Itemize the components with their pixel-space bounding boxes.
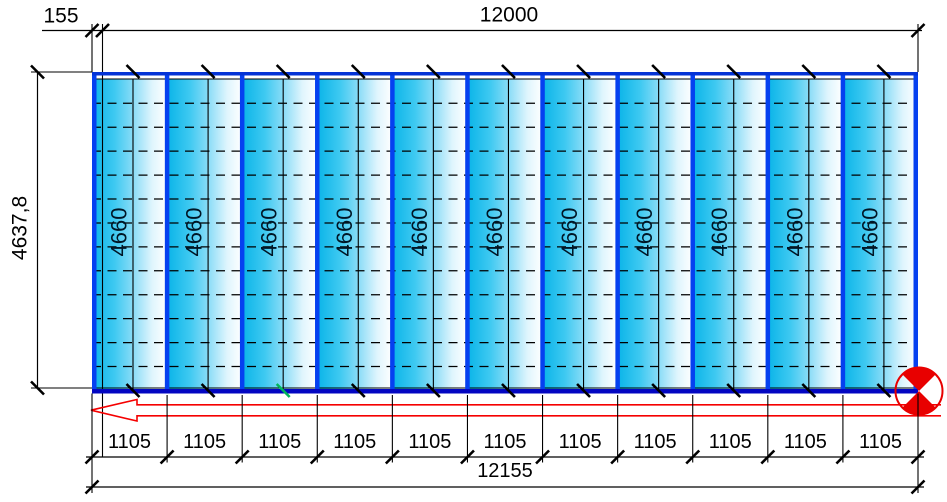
module-width-label[interactable]: 1105 <box>258 431 301 453</box>
dim-tick <box>610 449 626 465</box>
panel-tick-bottom <box>125 383 141 398</box>
panel-tick-top <box>726 64 742 79</box>
panel-tick-top <box>425 64 441 79</box>
mullion[interactable] <box>913 75 919 390</box>
dim-text-left-height[interactable]: 4637,8 <box>9 196 32 260</box>
dim-tick <box>234 449 250 465</box>
module-width-label[interactable]: 1105 <box>333 431 376 453</box>
marker-wedge-top <box>902 367 936 391</box>
dim-tick <box>910 23 926 38</box>
module-width-label[interactable]: 1105 <box>408 431 451 453</box>
dim-tick <box>159 449 175 465</box>
dim-tick <box>910 449 926 465</box>
panel-tick-top <box>125 64 141 79</box>
dim-text-bottom-total[interactable]: 12155 <box>477 460 533 482</box>
panel-top-gap <box>92 75 918 79</box>
panel-tick-top <box>801 64 817 79</box>
dim-tick <box>84 23 100 38</box>
mullion[interactable] <box>615 75 620 390</box>
panel-tick-bottom-selected <box>275 383 291 398</box>
dim-tick <box>309 449 325 465</box>
panel-tick-bottom <box>876 383 892 398</box>
module-width-label[interactable]: 1105 <box>859 431 902 453</box>
dim-tick <box>835 449 851 465</box>
panel-height-label[interactable]: 4660 <box>257 208 282 257</box>
mullion[interactable] <box>540 75 545 390</box>
panel-tick-bottom <box>425 383 441 398</box>
panel-tick-top <box>350 64 366 79</box>
top-frame-bar[interactable] <box>92 72 918 76</box>
dim-tick <box>384 449 400 465</box>
panel-tick-top <box>576 64 591 79</box>
panel-height-label[interactable]: 4660 <box>482 208 507 257</box>
panel-tick-bottom <box>200 383 216 398</box>
mullion[interactable] <box>239 75 245 390</box>
panel-tick-bottom <box>576 383 591 398</box>
dim-tick <box>460 449 475 465</box>
module-width-label[interactable]: 1105 <box>709 431 752 453</box>
panel-tick-bottom <box>726 383 742 398</box>
panel-tick-top <box>501 64 516 79</box>
module-width-label[interactable]: 1105 <box>183 431 226 453</box>
dim-text-top-offset[interactable]: 155 <box>43 5 78 28</box>
panel-tick-bottom <box>501 383 516 398</box>
panel-height-label[interactable]: 4660 <box>707 208 732 257</box>
dim-tick <box>95 23 110 38</box>
dim-tick <box>84 479 100 495</box>
dim-tick <box>910 479 926 495</box>
panel-tick-top <box>876 64 892 79</box>
panel-height-label[interactable]: 4660 <box>182 208 207 257</box>
dim-tick <box>685 449 701 465</box>
panel-tick-top <box>651 64 667 79</box>
panel-tick-top <box>275 64 291 79</box>
dim-text-top-total[interactable]: 12000 <box>480 4 538 27</box>
mullion[interactable] <box>765 75 771 390</box>
module-width-label[interactable]: 1105 <box>559 431 602 453</box>
panel-height-label[interactable]: 4660 <box>632 208 657 257</box>
mullion[interactable] <box>690 75 695 390</box>
panel-height-label[interactable]: 4660 <box>557 208 582 257</box>
marker-wedge-bottom <box>902 391 936 415</box>
mullion[interactable] <box>164 75 170 390</box>
module-width-label[interactable]: 1105 <box>483 431 526 453</box>
dim-tick <box>30 380 45 396</box>
dim-tick <box>84 449 100 465</box>
panel-height-label[interactable]: 4660 <box>782 208 807 257</box>
bottom-frame-bar[interactable] <box>92 389 918 394</box>
mullion[interactable] <box>315 75 320 390</box>
panel-tick-bottom <box>801 383 817 398</box>
mullion[interactable] <box>840 75 846 390</box>
panel-height-label[interactable]: 4660 <box>407 208 432 257</box>
mullion[interactable] <box>390 75 395 390</box>
panel-height-label[interactable]: 4660 <box>107 208 132 257</box>
dim-tick <box>760 449 776 465</box>
mullion[interactable] <box>92 75 97 390</box>
dim-tick <box>535 449 550 465</box>
mullion[interactable] <box>465 75 470 390</box>
panel-tick-bottom <box>350 383 366 398</box>
module-width-label[interactable]: 1105 <box>634 431 677 453</box>
panel-tick-top <box>200 64 216 79</box>
panel-height-label[interactable]: 4660 <box>857 208 882 257</box>
panel-height-label[interactable]: 4660 <box>332 208 357 257</box>
dim-tick <box>30 64 45 80</box>
module-width-label[interactable]: 1105 <box>784 431 827 453</box>
panel-tick-bottom <box>651 383 667 398</box>
module-width-label[interactable]: 1105 <box>108 431 151 453</box>
direction-arrow-left[interactable] <box>90 398 941 423</box>
